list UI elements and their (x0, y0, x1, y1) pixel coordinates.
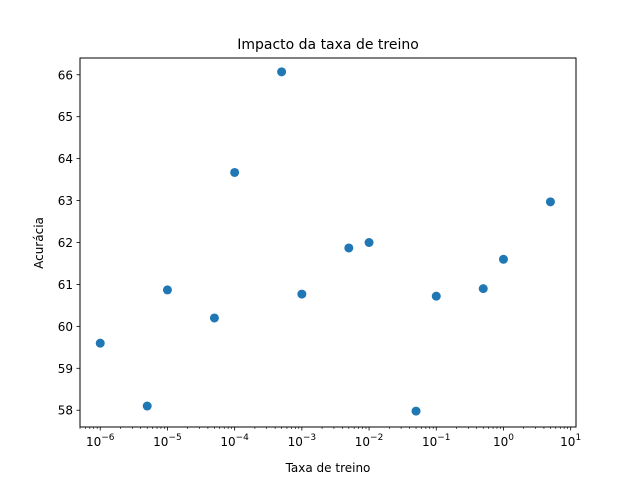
data-point (230, 167, 240, 177)
data-point (431, 291, 441, 301)
y-axis-label: Acurácia (32, 217, 46, 269)
x-axis-label: Taxa de treino (285, 461, 371, 475)
data-point (277, 67, 287, 77)
data-point (498, 254, 508, 264)
data-point (209, 313, 219, 323)
y-tick-label: 58 (58, 404, 73, 418)
data-point (297, 289, 307, 299)
data-point (142, 401, 152, 411)
y-tick-label: 64 (58, 152, 73, 166)
data-point (162, 285, 172, 295)
y-tick-label: 59 (58, 362, 73, 376)
plot-area: 10−6 10−5 10−4 10−3 10−2 10−1 100 101 58 59 60 61 62… (58, 57, 581, 449)
x-tick-label: 10−1 (422, 433, 451, 449)
x-tick-label: 10−6 (86, 433, 115, 449)
data-point (411, 406, 421, 416)
x-tick-label: 10−5 (153, 433, 182, 449)
data-point (344, 243, 354, 253)
x-tick-label: 100 (493, 433, 514, 449)
y-tick-label: 63 (58, 194, 73, 208)
y-tick-label: 62 (58, 236, 73, 250)
y-tick-label: 65 (58, 110, 73, 124)
x-tick-label: 10−2 (355, 433, 384, 449)
y-tick-label: 66 (58, 68, 73, 82)
chart-title: Impacto da taxa de treino (237, 37, 419, 53)
data-point (545, 197, 555, 207)
x-tick-label: 10−3 (288, 433, 317, 449)
data-point (95, 338, 105, 348)
x-tick-label: 10−4 (220, 433, 249, 449)
x-tick-label: 101 (560, 433, 581, 449)
y-tick-label: 60 (58, 320, 73, 334)
axes-frame (79, 57, 577, 428)
y-tick-label: 61 (58, 278, 73, 292)
data-point (478, 284, 488, 294)
data-point (364, 238, 374, 247)
